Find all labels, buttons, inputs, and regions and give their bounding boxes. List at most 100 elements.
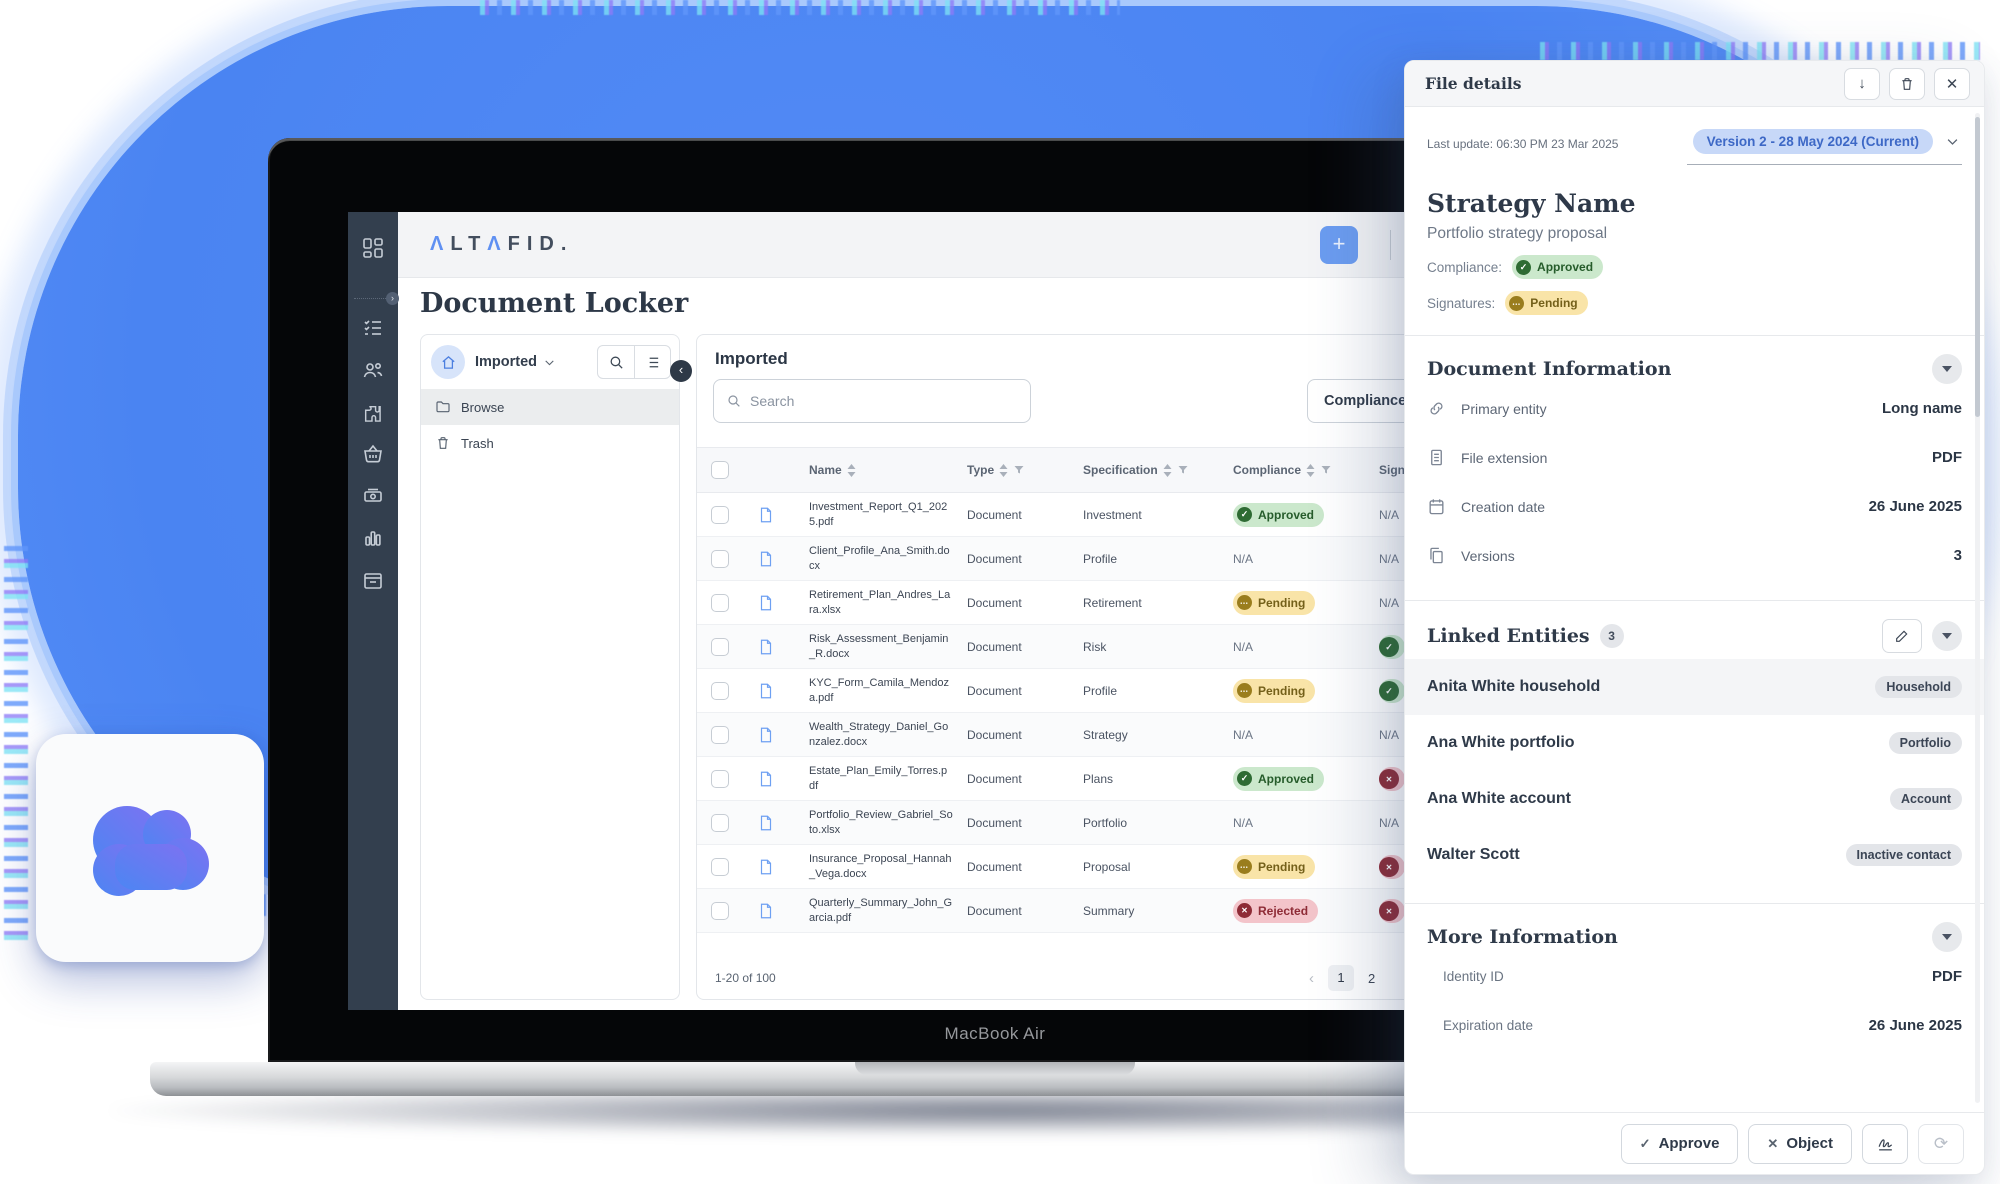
tasks-icon[interactable]	[361, 316, 385, 340]
entity-type-badge: Account	[1890, 788, 1962, 810]
compliance-status-badge: Pending	[1233, 678, 1316, 703]
search-input[interactable]	[750, 393, 1018, 409]
sort-icon[interactable]	[999, 463, 1008, 477]
filter-icon[interactable]	[1320, 464, 1332, 476]
filter-icon[interactable]	[1177, 464, 1189, 476]
row-checkbox[interactable]	[711, 901, 729, 920]
download-button[interactable]: ↓	[1844, 67, 1880, 100]
select-all-checkbox[interactable]	[711, 461, 729, 479]
row-checkbox[interactable]	[711, 681, 729, 700]
signatures-label: Signatures:	[1427, 295, 1496, 311]
sort-icon[interactable]	[847, 463, 856, 477]
document-icon	[757, 682, 809, 700]
sort-icon[interactable]	[1306, 463, 1315, 477]
version-pill[interactable]: Version 2 - 28 May 2024 (Current)	[1692, 129, 1933, 154]
panel-scrollbar[interactable]	[1975, 113, 1980, 1103]
version-selector[interactable]: Version 2 - 28 May 2024 (Current)	[1686, 129, 1962, 165]
compliance-label: Compliance:	[1427, 259, 1503, 275]
collapse-section-button[interactable]	[1932, 922, 1962, 952]
previous-page-icon[interactable]: ‹	[1309, 969, 1314, 987]
signature-button[interactable]	[1862, 1123, 1908, 1164]
chevron-down-icon[interactable]	[1945, 134, 1960, 149]
compliance-status-badge: N/A	[1233, 639, 1254, 654]
row-checkbox[interactable]	[711, 637, 729, 656]
tree-root-dropdown[interactable]: Imported	[475, 354, 538, 370]
delete-button[interactable]	[1889, 67, 1925, 100]
linked-entity-row[interactable]: Ana White account Account	[1427, 771, 1962, 827]
linked-entity-row[interactable]: Anita White household Household	[1405, 659, 1984, 715]
sidebar-expand-icon[interactable]: ›	[386, 292, 399, 305]
compliance-status-badge: Approved	[1512, 255, 1604, 279]
column-header-compliance[interactable]: Compliance	[1233, 463, 1379, 477]
close-icon: ✕	[1767, 1135, 1779, 1151]
row-checkbox[interactable]	[711, 725, 729, 744]
sidebar-divider	[354, 298, 392, 299]
device-label: MacBook Air	[944, 1024, 1046, 1043]
archive-icon[interactable]	[361, 568, 385, 592]
collapse-section-button[interactable]	[1932, 621, 1962, 651]
altafid-logo: ΛLTΛFID.	[430, 233, 574, 255]
list-view-icon[interactable]	[634, 346, 670, 378]
table-row[interactable]: Retirement_Plan_Andres_Lara.xlsx Documen…	[697, 581, 1642, 625]
object-button[interactable]: ✕ Object	[1748, 1123, 1852, 1164]
compliance-status-badge: Pending	[1233, 854, 1316, 879]
home-icon[interactable]	[431, 345, 465, 379]
link-icon	[1427, 399, 1447, 418]
row-checkbox[interactable]	[711, 813, 729, 832]
transactions-icon[interactable]	[361, 484, 385, 508]
glitch-noise	[4, 540, 28, 940]
table-row[interactable]: Investment_Report_Q1_2025.pdf Document I…	[697, 493, 1642, 537]
collapse-section-button[interactable]	[1932, 354, 1962, 384]
signature-status-badge	[1379, 854, 1405, 879]
filter-icon[interactable]	[1013, 464, 1025, 476]
table-row[interactable]: Estate_Plan_Emily_Torres.pdf Document Pl…	[697, 757, 1642, 801]
integrations-icon[interactable]	[361, 402, 385, 426]
linked-entity-row[interactable]: Ana White portfolio Portfolio	[1427, 715, 1962, 771]
add-button[interactable]: +	[1320, 226, 1358, 264]
edit-entities-button[interactable]	[1882, 619, 1922, 653]
signatures-status-badge: Pending	[1505, 291, 1588, 315]
info-row: File extension PDF	[1427, 433, 1962, 482]
sort-icon[interactable]	[1163, 463, 1172, 477]
table-row[interactable]: KYC_Form_Camila_Mendoza.pdf Document Pro…	[697, 669, 1642, 713]
page-2-button[interactable]: 2	[1368, 970, 1376, 986]
row-checkbox[interactable]	[711, 857, 729, 876]
page-1-button[interactable]: 1	[1328, 965, 1354, 991]
document-icon	[757, 726, 809, 744]
calendar-icon	[1427, 497, 1447, 516]
column-header-name[interactable]: Name	[809, 463, 967, 477]
last-update-text: Last update: 06:30 PM 23 Mar 2025	[1427, 137, 1619, 151]
refresh-button[interactable]: ⟳	[1918, 1123, 1964, 1164]
linked-entity-row[interactable]: Walter Scott Inactive contact	[1427, 827, 1962, 883]
section-divider	[1405, 335, 1984, 336]
row-checkbox[interactable]	[711, 505, 729, 524]
panel-title: File details	[1425, 74, 1522, 93]
dashboard-icon[interactable]	[361, 236, 385, 260]
compliance-status-badge: Rejected	[1233, 898, 1319, 923]
document-icon	[757, 770, 809, 788]
row-checkbox[interactable]	[711, 593, 729, 612]
close-icon[interactable]: ✕	[1934, 67, 1970, 100]
tree-item-browse[interactable]: Browse	[421, 389, 679, 425]
contacts-icon[interactable]	[361, 358, 385, 382]
section-title-linked-entities: Linked Entities	[1427, 625, 1590, 647]
list-title: Imported	[715, 349, 788, 368]
approve-button[interactable]: ✓ Approve	[1620, 1123, 1739, 1164]
row-checkbox[interactable]	[711, 769, 729, 788]
column-header-specification[interactable]: Specification	[1083, 463, 1233, 477]
search-icon[interactable]	[598, 346, 634, 378]
document-icon	[757, 638, 809, 656]
info-row: Identity ID PDF	[1443, 968, 1962, 985]
basket-icon[interactable]	[361, 442, 385, 466]
tree-item-trash[interactable]: Trash	[421, 425, 679, 461]
collapse-tree-button[interactable]: ‹	[670, 360, 692, 382]
analytics-icon[interactable]	[361, 526, 385, 550]
row-checkbox[interactable]	[711, 549, 729, 568]
table-row[interactable]: Insurance_Proposal_Hannah_Vega.docx Docu…	[697, 845, 1642, 889]
column-header-type[interactable]: Type	[967, 463, 1083, 477]
entity-type-badge: Portfolio	[1888, 732, 1962, 754]
tree-item-label: Browse	[461, 399, 505, 415]
signature-status-badge: N/A	[1379, 551, 1400, 566]
chevron-down-icon[interactable]	[543, 356, 556, 369]
search-field[interactable]	[713, 379, 1031, 423]
